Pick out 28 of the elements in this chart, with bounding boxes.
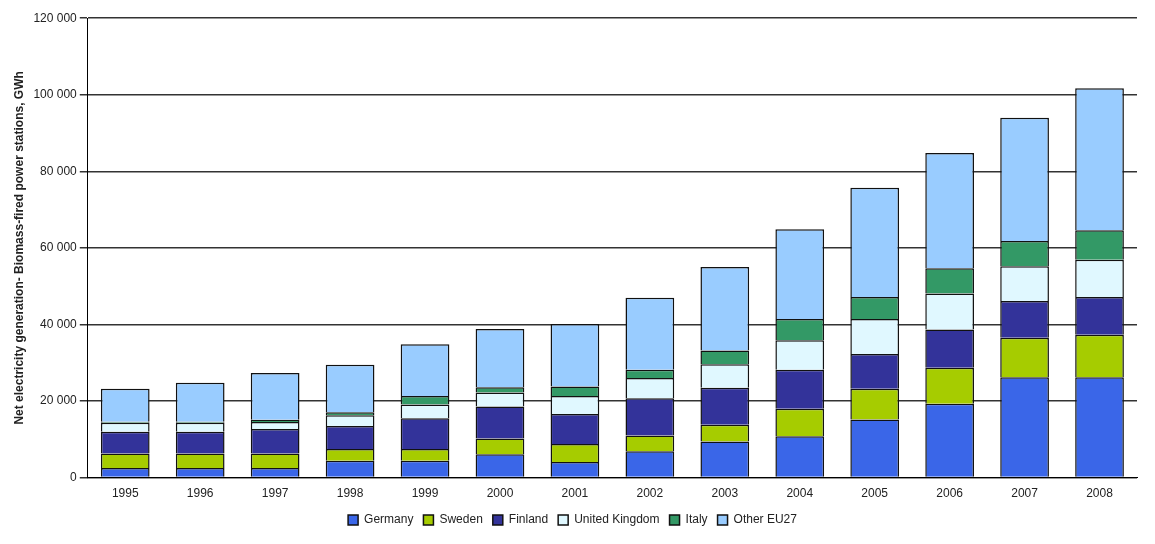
legend-label: Other EU27 [733, 512, 798, 527]
legend-label: Finland [508, 512, 549, 527]
legend-label: United Kingdom [574, 512, 660, 527]
y-tick-label: 80 000 [40, 163, 78, 178]
x-tick-label: 2005 [861, 486, 889, 501]
y-tick-label: 0 [70, 469, 78, 484]
x-tick-label: 2006 [936, 486, 964, 501]
x-tick-label: 1997 [261, 486, 289, 501]
x-tick-label: 2007 [1011, 486, 1039, 501]
legend-label: Sweden [439, 512, 483, 527]
x-tick-label: 2001 [561, 486, 589, 501]
x-tick-label: 1998 [336, 486, 364, 501]
x-tick-label: 1996 [186, 486, 214, 501]
x-tick-label: 2004 [786, 486, 814, 501]
y-tick-label: 120 000 [33, 10, 78, 25]
y-tick-label: 20 000 [40, 393, 78, 408]
x-tick-label: 2002 [636, 486, 664, 501]
x-tick-label: 2000 [486, 486, 514, 501]
legend-label: Italy [685, 512, 708, 527]
x-tick-label: 2008 [1086, 486, 1114, 501]
y-tick-label: 40 000 [40, 316, 78, 331]
x-tick-label: 2003 [711, 486, 739, 501]
y-tick-label: 60 000 [40, 240, 78, 255]
x-tick-label: 1999 [411, 486, 439, 501]
x-tick-label: 1995 [111, 486, 139, 501]
y-axis-title: Net electricity generation- Biomass-fired power stations, GWh [11, 71, 26, 425]
legend-label: Germany [364, 512, 414, 527]
y-tick-label: 100 000 [33, 87, 78, 102]
